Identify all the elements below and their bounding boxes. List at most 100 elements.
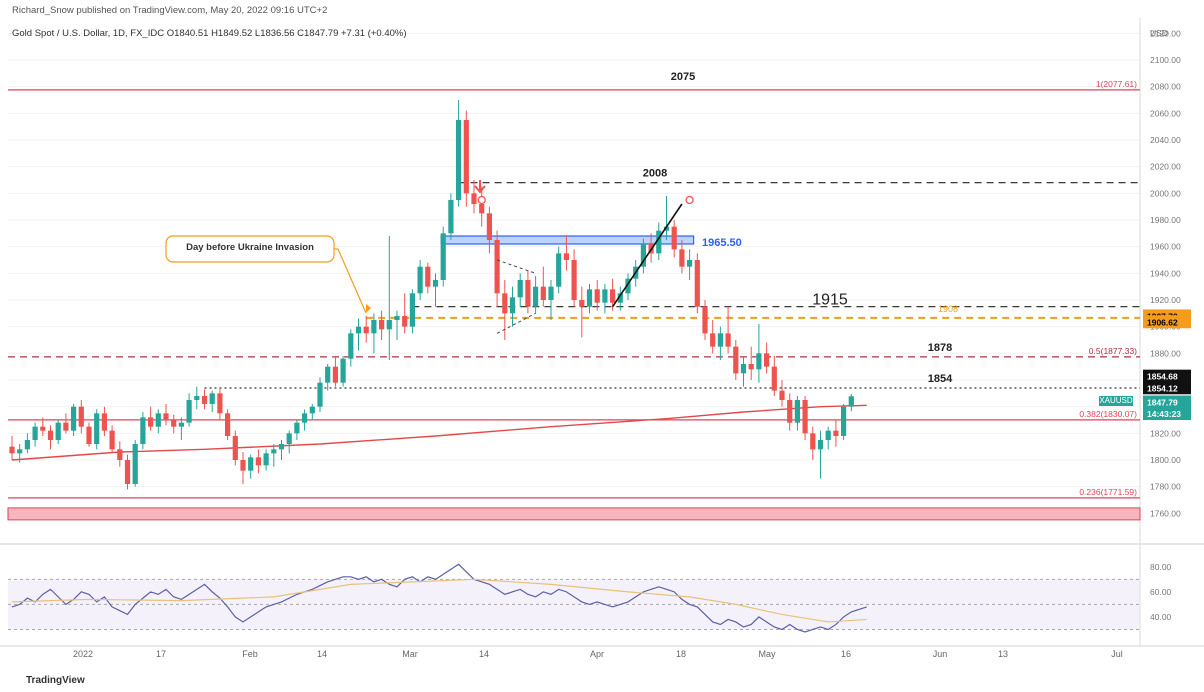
candle-body	[186, 400, 192, 423]
rsi-layer	[8, 563, 1140, 633]
price-tick-label: 2040.00	[1150, 135, 1181, 145]
candle-body	[448, 200, 454, 234]
swing-high-marker-2	[685, 195, 694, 205]
candle-body	[671, 226, 677, 250]
price-tick-label: 2120.00	[1150, 28, 1181, 38]
candle-body	[456, 120, 462, 200]
trendline-black	[611, 203, 683, 308]
candle-body	[841, 406, 847, 436]
pattern-line-2	[496, 312, 536, 334]
candle-body	[171, 420, 177, 427]
time-tick-label: 14	[317, 649, 327, 659]
candle-body	[825, 430, 831, 440]
time-tick-label: 18	[676, 649, 686, 659]
candle-body	[232, 436, 238, 460]
candle-body	[494, 240, 500, 294]
price-tag-box	[1143, 315, 1191, 329]
time-tick-label: Apr	[590, 649, 604, 659]
price-tags-layer: 1907.701906.621854.681854.121847.7914:43…	[1099, 309, 1191, 420]
price-tag-box	[1143, 381, 1191, 395]
price-tick-label: 1780.00	[1150, 482, 1181, 492]
tradingview-brand[interactable]: TradingView	[26, 675, 85, 686]
candle-body	[563, 253, 569, 260]
axis-layer: USD1760.001780.001800.001820.001840.0018…	[73, 28, 1181, 659]
callout-pointer	[334, 248, 367, 314]
candle-body	[309, 406, 315, 414]
candle-body	[517, 280, 523, 298]
candle-body	[748, 364, 754, 370]
price-tick-label: 1940.00	[1150, 268, 1181, 278]
candle-body	[94, 413, 100, 444]
candle-body	[486, 213, 492, 240]
publisher-note: Richard_Snow published on TradingView.co…	[12, 5, 327, 16]
candle-body	[317, 382, 323, 407]
price-tick-label: 1880.00	[1150, 348, 1181, 358]
candle-body	[571, 260, 577, 300]
price-tick-label: 2020.00	[1150, 162, 1181, 172]
candle-body	[440, 233, 446, 280]
price-tick-label: 2060.00	[1150, 108, 1181, 118]
time-tick-label: Mar	[402, 649, 418, 659]
candle-body	[194, 396, 200, 400]
candle-body	[9, 446, 15, 454]
candle-body	[502, 293, 508, 314]
candle-body	[540, 286, 546, 300]
price-tick-label: 1820.00	[1150, 428, 1181, 438]
candle-body	[71, 406, 77, 431]
candle-body	[402, 316, 408, 327]
swing-high-marker-1	[477, 195, 486, 205]
candle-body	[348, 333, 354, 359]
candle-body	[209, 393, 215, 404]
candle-body	[425, 266, 431, 287]
candle-body	[848, 396, 854, 407]
candle-body	[225, 413, 231, 436]
candle-body	[394, 316, 400, 320]
sma-layer	[11, 404, 867, 461]
candle-body	[332, 366, 338, 383]
time-tick-label: Feb	[242, 649, 258, 659]
candle-body	[124, 460, 131, 484]
candle-body	[610, 289, 616, 303]
candle-body	[794, 400, 800, 423]
candle-body	[663, 226, 670, 231]
candle-body	[687, 260, 693, 267]
price-tick-label: 1980.00	[1150, 215, 1181, 225]
price-tick-label: 1800.00	[1150, 455, 1181, 465]
candle-body	[386, 320, 392, 330]
candle-body	[17, 449, 23, 454]
candle-body	[764, 353, 770, 367]
fib-label-r2075: 1(2077.61)	[1096, 79, 1137, 89]
callout-ukraine-text: Day before Ukraine Invasion	[186, 242, 314, 253]
candle-body	[302, 413, 308, 423]
down-arrow-icon	[474, 180, 486, 194]
rsi-tick-label: 40.00	[1150, 612, 1172, 622]
candle-body	[694, 260, 700, 307]
candle-body	[363, 326, 369, 334]
candle-body	[779, 390, 785, 400]
candle-body	[740, 364, 747, 374]
candle-body	[286, 433, 292, 444]
candle-body	[617, 293, 623, 303]
fib-label-r1878: 0.5(1877.33)	[1089, 346, 1137, 356]
candle-body	[817, 440, 824, 450]
candle-body	[63, 422, 69, 431]
candle-body	[717, 333, 723, 347]
candle-body	[163, 413, 169, 420]
candle-body	[294, 422, 300, 434]
price-tick-label: 2100.00	[1150, 55, 1181, 65]
candle-body	[656, 230, 662, 254]
grid-layer	[0, 18, 1204, 647]
price-tick-label: 2080.00	[1150, 82, 1181, 92]
candle-body	[101, 413, 107, 431]
price-tag-box	[1143, 407, 1191, 420]
candle-body	[140, 417, 146, 444]
candle-body	[117, 449, 123, 460]
candle-body	[625, 278, 631, 294]
candle-body	[132, 444, 138, 484]
time-tick-label: 2022	[73, 649, 93, 659]
candle-body	[525, 280, 531, 307]
candle-body	[47, 430, 54, 440]
candle-body	[155, 413, 161, 427]
candle-body	[24, 440, 30, 450]
